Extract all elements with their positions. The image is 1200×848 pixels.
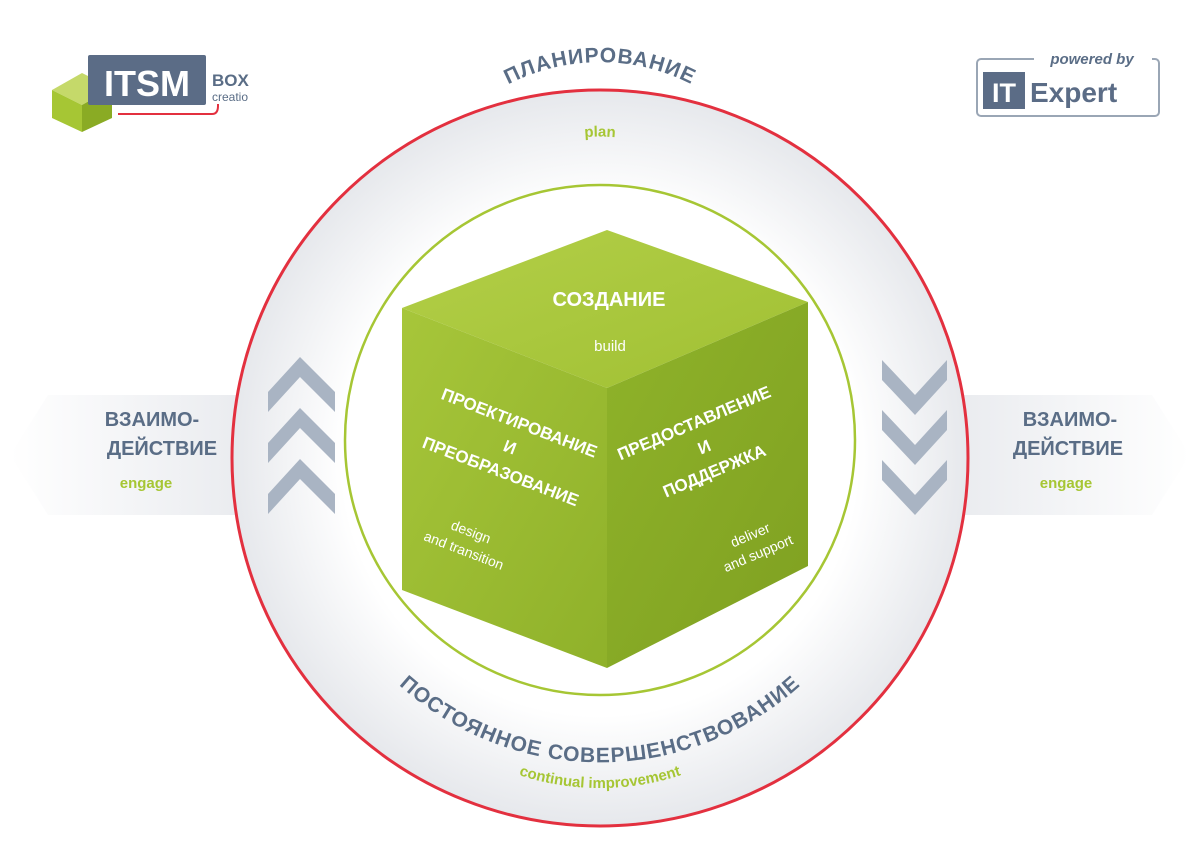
logo-box-text: BOX: [212, 71, 250, 90]
logo-creatio-text: creatio: [212, 90, 248, 104]
plan-en-label: plan: [584, 124, 617, 142]
engage-right-en: engage: [1040, 475, 1093, 492]
cube-top-face: [402, 230, 808, 388]
chevron-down-icon: [882, 360, 947, 515]
build-ru-label: СОЗДАНИЕ: [553, 289, 666, 311]
engage-right-line1: ВЗАИМО-: [1023, 409, 1117, 431]
powered-by-text: powered by: [1049, 51, 1134, 68]
build-en-label: build: [594, 338, 626, 355]
logo-it-text: IT: [992, 78, 1017, 108]
logo-itsm-text: ITSM: [104, 63, 190, 104]
chevron-up-icon: [268, 357, 335, 514]
side-band-left: [10, 395, 260, 515]
cube: [402, 230, 808, 668]
cube-left-face: [402, 308, 607, 668]
engage-right-line2: ДЕЙСТВИЕ: [1013, 436, 1123, 460]
engage-left-en: engage: [120, 475, 173, 492]
plan-ru-label: ПЛАНИРОВАНИЕ: [500, 44, 699, 89]
logo-expert-text: Expert: [1030, 77, 1117, 108]
cube-right-face: [607, 302, 808, 668]
it-expert-logo: powered by IT Expert: [976, 50, 1160, 117]
engage-left-line1: ВЗАИМО-: [105, 409, 199, 431]
itsm-box-logo: ITSM BOX creatio: [52, 55, 250, 132]
side-band-right: [940, 395, 1190, 515]
engage-left-line2: ДЕЙСТВИЕ: [107, 436, 217, 460]
